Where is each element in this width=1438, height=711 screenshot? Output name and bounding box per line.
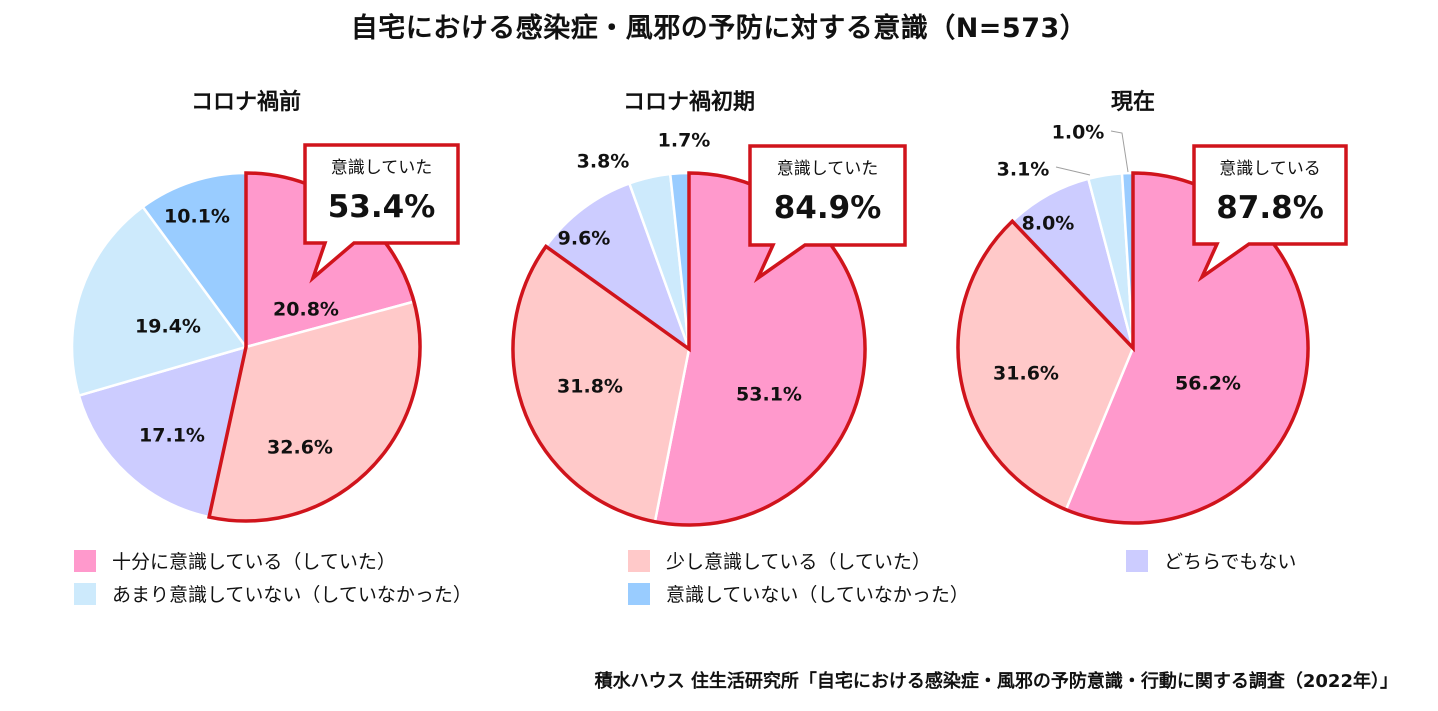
slice-label: 3.1%: [997, 159, 1050, 181]
callout-label: 意識していた: [777, 159, 879, 179]
pie-slice: [77, 345, 248, 519]
slice-label: 1.7%: [658, 130, 711, 152]
slice-label: 9.6%: [558, 228, 611, 250]
slice-label: 31.6%: [993, 363, 1059, 385]
chart-title: 自宅における感染症・風邪の予防に対する意識（N=573）: [350, 13, 1088, 44]
pie-title-current: 現在: [1110, 90, 1155, 115]
pie-slice: [544, 182, 691, 351]
slice-label: 32.6%: [267, 437, 333, 459]
slice-label: 53.1%: [736, 384, 802, 406]
slice-label: 17.1%: [139, 425, 205, 447]
legend-item-neutral: どちらでもない: [1126, 547, 1296, 574]
legend-label: 少し意識している（していた）: [666, 551, 931, 573]
source-note: 積水ハウス 住生活研究所「自宅における感染症・風邪の予防意識・行動に関する調査（…: [594, 671, 1398, 692]
slice-label: 19.4%: [135, 316, 201, 338]
callout-box: [748, 144, 907, 284]
legend-label: 十分に意識している（していた）: [112, 551, 396, 573]
legend-swatch: [628, 549, 650, 572]
slice-label: 1.0%: [1052, 122, 1105, 144]
callout-value: 87.8%: [1216, 190, 1324, 226]
slice-label: 3.8%: [577, 151, 630, 173]
pie-2: 56.2% 31.6% 8.0% 3.1%1.0% 意識している 87.8%: [956, 122, 1348, 525]
callout-value: 84.9%: [774, 190, 882, 226]
legend-swatch: [74, 582, 96, 605]
legend-label: あまり意識していない（していなかった）: [112, 584, 472, 606]
legend-item-fully-aware: 十分に意識している（していた）: [74, 547, 396, 574]
slice-label: 56.2%: [1175, 373, 1241, 395]
slice-label: 31.8%: [557, 376, 623, 398]
callout-value: 53.4%: [328, 189, 436, 225]
legend-swatch: [628, 582, 650, 605]
legend-label: 意識していない（していなかった）: [666, 584, 969, 606]
legend-swatch: [74, 549, 96, 572]
slice-label: 20.8%: [273, 299, 339, 321]
pie-slice: [141, 171, 248, 349]
leader-line: [1110, 130, 1129, 173]
pie-title-before-covid: コロナ禍前: [190, 90, 301, 115]
callout-label: 意識していた: [331, 158, 433, 178]
pie-1: 53.1% 31.8% 9.6% 3.8% 1.7% 意識していた 84.9%: [511, 130, 907, 527]
slice-label: 10.1%: [164, 206, 230, 228]
callout-label: 意識している: [1219, 159, 1321, 179]
legend-swatch: [1126, 549, 1148, 572]
legend-item-not-aware: 意識していない（していなかった）: [628, 580, 969, 607]
legend-item-not-very-aware: あまり意識していない（していなかった）: [74, 580, 472, 607]
leader-line: [1055, 166, 1091, 176]
slice-label: 8.0%: [1022, 213, 1075, 235]
pie-title-early-covid: コロナ禍初期: [622, 90, 755, 115]
callout-box: [1192, 144, 1348, 283]
callout-box: [303, 143, 460, 284]
pie-slice: [70, 205, 248, 397]
legend-item-somewhat-aware: 少し意識している（していた）: [628, 547, 931, 574]
pie-0: 20.8% 32.6% 17.1% 19.4% 10.1% 意識していた 53.4%: [70, 143, 460, 523]
legend-label: どちらでもない: [1164, 551, 1297, 573]
